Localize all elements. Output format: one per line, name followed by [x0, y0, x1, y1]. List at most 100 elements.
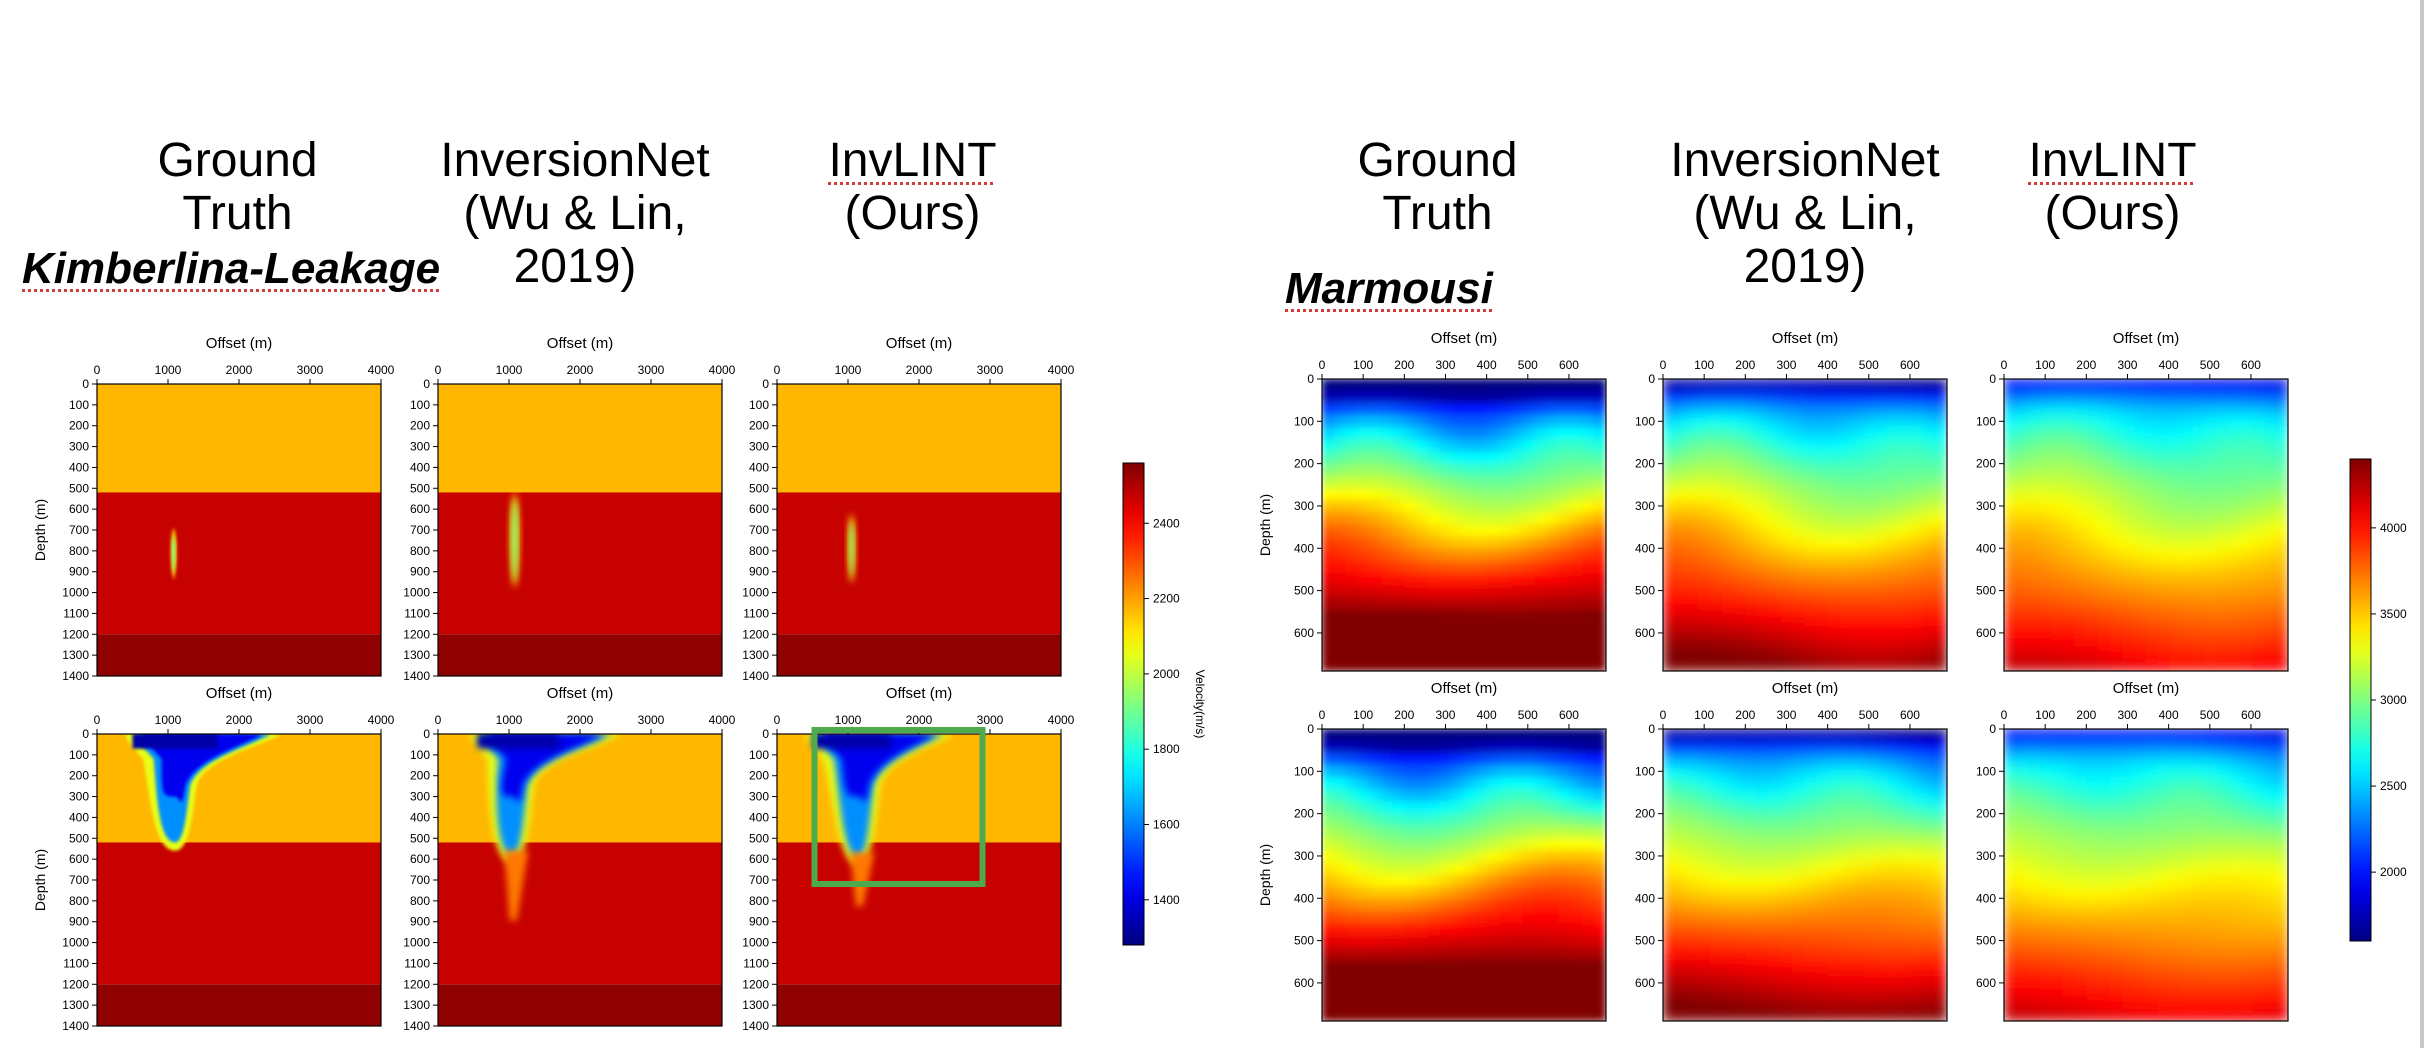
kim-r2-c3-xticklabel-3: 3000	[977, 713, 1004, 727]
mar-r1-c1-yticklabel-0: 0	[1307, 372, 1314, 386]
kim-r1-c2-xticklabel-0: 0	[435, 363, 442, 377]
mar-r1-c1-cells	[1322, 379, 1606, 671]
kim-r2-c1-yticklabel-2: 200	[69, 769, 89, 783]
kim-r1-c2-heatmap	[438, 384, 722, 676]
mar-r1-c3-cells	[2004, 379, 2288, 671]
kim-r2-c2-yticklabel-8: 800	[410, 894, 430, 908]
kim-r2-c1-yticklabel-3: 300	[69, 790, 89, 804]
kim-r2-c3-yticklabel-3: 300	[749, 790, 769, 804]
mar-r2-c3-frame	[2003, 728, 2289, 1022]
kim-r2-c2-axes: Offset (m) 0 1000 2000 3000 4000 0 100 200 300 400…	[403, 685, 735, 1033]
mar-r2-c2-yticklabel-1: 100	[1635, 764, 1655, 778]
mar-r2-c3-xlabel: Offset (m)	[2113, 680, 2179, 697]
mar-r2-c2-xlabel: Offset (m)	[1772, 680, 1838, 697]
kim-r2-c2-plume-surface	[477, 734, 559, 749]
kim-r2-c2-yticklabel-11: 1100	[404, 956, 430, 970]
mar-r2-c3-heatmap	[2004, 729, 2288, 1021]
kim-colorbar-ticklabel-2: 1800	[1153, 742, 1180, 756]
kim-colorbar-ticklabel-3: 2000	[1153, 667, 1180, 681]
mar-r2-c1-xticklabel-0: 0	[1319, 708, 1326, 722]
kim-r1-c3-xticklabel-2: 2000	[906, 363, 933, 377]
mar-r1-c3-xticklabel-2: 200	[2076, 358, 2096, 372]
kim-r1-c3-yticklabel-5: 500	[749, 481, 769, 495]
mar-r1-c2-yticklabel-0: 0	[1648, 372, 1655, 386]
kim-r2-c2-layer-2	[438, 984, 722, 1026]
kim-r2-c2-xticklabel-4: 4000	[709, 713, 736, 727]
kim-r2-c1-plume-inner	[143, 734, 264, 802]
kim-r1-c3-yticklabel-1: 100	[749, 398, 769, 412]
mar-r2-c2-axes: Offset (m) 0 100 200 300 400 500 600 0 100 200 300 4…	[1635, 680, 1948, 1022]
kim-r1-c2-xticklabel-3: 3000	[638, 363, 665, 377]
kim-colorbar-ticklabel-0: 1400	[1153, 893, 1180, 907]
mar-r2-c1-axes: Offset (m) 0 100 200 300 400 500 600 0 100 200 300 4…	[1257, 680, 1607, 1022]
kim-r2-c2-xticklabel-0: 0	[435, 713, 442, 727]
mar-r2-c1-xticklabel-5: 500	[1518, 708, 1538, 722]
mar-title-invlint: InvLINT (Ours)	[2028, 134, 2197, 240]
mar-r2-c1-xticklabel-2: 200	[1394, 708, 1414, 722]
mar-r1-c2-cells	[1663, 379, 1947, 671]
kim-r2-c2-yticklabel-0: 0	[423, 727, 430, 741]
kim-r1-c2-yticklabel-1: 100	[410, 398, 430, 412]
mar-r1-c2-xticklabel-6: 600	[1900, 358, 1920, 372]
mar-r1-c2-xticklabel-3: 300	[1776, 358, 1796, 372]
kim-r1-c2-layer-0	[438, 384, 722, 493]
dataset-label-marmousi: Marmousi	[1285, 264, 1493, 313]
mar-r1-c1-xticklabel-1: 100	[1353, 358, 1373, 372]
mar-r1-c3-yticklabel-6: 600	[1976, 626, 1996, 640]
kim-r2-c3-yticklabel-4: 400	[749, 810, 769, 824]
kim-r2-c1-xticklabel-0: 0	[94, 713, 101, 727]
kim-r2-c3-layer-1	[777, 842, 1061, 985]
kim-r2-c3-xticklabel-1: 1000	[835, 713, 862, 727]
mar-r2-c1-cells	[1322, 729, 1606, 1021]
kim-r1-c1-yticklabel-0: 0	[82, 377, 89, 391]
mar-r1-c1-xticklabel-6: 600	[1559, 358, 1579, 372]
kim-r2-c2-xticklabel-1: 1000	[496, 713, 523, 727]
kim-r1-c1-xlabel: Offset (m)	[206, 335, 272, 352]
kim-r2-c1-ylabel: Depth (m)	[32, 849, 48, 911]
mar-r2-c1-xticklabel-1: 100	[1353, 708, 1373, 722]
mar-r2-c1-heatmap	[1322, 729, 1606, 1021]
kim-r2-c3-yticklabel-10: 1000	[742, 936, 769, 950]
mar-r2-c2-yticklabel-0: 0	[1648, 722, 1655, 736]
kim-r2-c2-xticklabel-2: 2000	[567, 713, 594, 727]
mar-r2-c2-xticklabel-2: 200	[1735, 708, 1755, 722]
kim-r1-c3-xlabel: Offset (m)	[886, 335, 952, 352]
kim-r1-c2-yticklabel-4: 400	[410, 460, 430, 474]
mar-r1-c2-xticklabel-4: 400	[1818, 358, 1838, 372]
kim-r1-c1-yticklabel-4: 400	[69, 460, 89, 474]
mar-r1-c1-xticklabel-2: 200	[1394, 358, 1414, 372]
kim-r1-c3-layer-0	[777, 384, 1061, 493]
mar-r1-c3-heatmap	[2004, 379, 2288, 671]
mar-colorbar-bar	[2349, 458, 2372, 942]
kim-r1-c1-yticklabel-11: 1100	[63, 606, 89, 620]
kim-r2-c1-yticklabel-5: 500	[69, 831, 89, 845]
kim-r1-c1-xticklabel-4: 4000	[368, 363, 395, 377]
kim-r1-c1-yticklabel-2: 200	[69, 419, 89, 433]
kim-r1-c1-yticklabel-8: 800	[69, 544, 89, 558]
kim-colorbar-ticklabel-1: 1600	[1153, 818, 1180, 832]
kim-colorbar-bar	[1122, 462, 1145, 946]
kim-r2-c1-yticklabel-7: 700	[69, 873, 89, 887]
kim-title-ground-truth: Ground Truth	[157, 134, 318, 240]
kim-r2-c2-yticklabel-13: 1300	[403, 998, 430, 1012]
kim-r2-c3-yticklabel-11: 1100	[743, 956, 769, 970]
mar-r2-c3-yticklabel-4: 400	[1976, 891, 1996, 905]
kim-r2-c1-xlabel: Offset (m)	[206, 685, 272, 702]
mar-r1-c2-xticklabel-0: 0	[1660, 358, 1667, 372]
mar-r2-c2-yticklabel-4: 400	[1635, 891, 1655, 905]
kim-r1-c2-xticklabel-4: 4000	[709, 363, 736, 377]
mar-r1-c1-yticklabel-1: 100	[1294, 414, 1314, 428]
kim-r1-c3-xticklabel-3: 3000	[977, 363, 1004, 377]
kim-title-inversionnet: InversionNet (Wu & Lin, 2019)	[440, 134, 710, 293]
mar-r2-c1-yticklabel-5: 500	[1294, 934, 1314, 948]
mar-r1-c1-heatmap	[1322, 379, 1606, 671]
mar-r2-c2-yticklabel-6: 600	[1635, 976, 1655, 990]
kim-r1-c3-yticklabel-13: 1300	[742, 648, 769, 662]
mar-r2-c3-axes: Offset (m) 0 100 200 300 400 500 600 0 100 200 300 4…	[1976, 680, 2289, 1022]
mar-r1-c1-xticklabel-5: 500	[1518, 358, 1538, 372]
kim-r1-c2-plume-core	[512, 500, 518, 583]
mar-r1-c2-yticklabel-1: 100	[1635, 414, 1655, 428]
mar-r1-c2-yticklabel-3: 300	[1635, 499, 1655, 513]
mar-r2-c2-xticklabel-3: 300	[1776, 708, 1796, 722]
mar-r2-c1-yticklabel-3: 300	[1294, 849, 1314, 863]
